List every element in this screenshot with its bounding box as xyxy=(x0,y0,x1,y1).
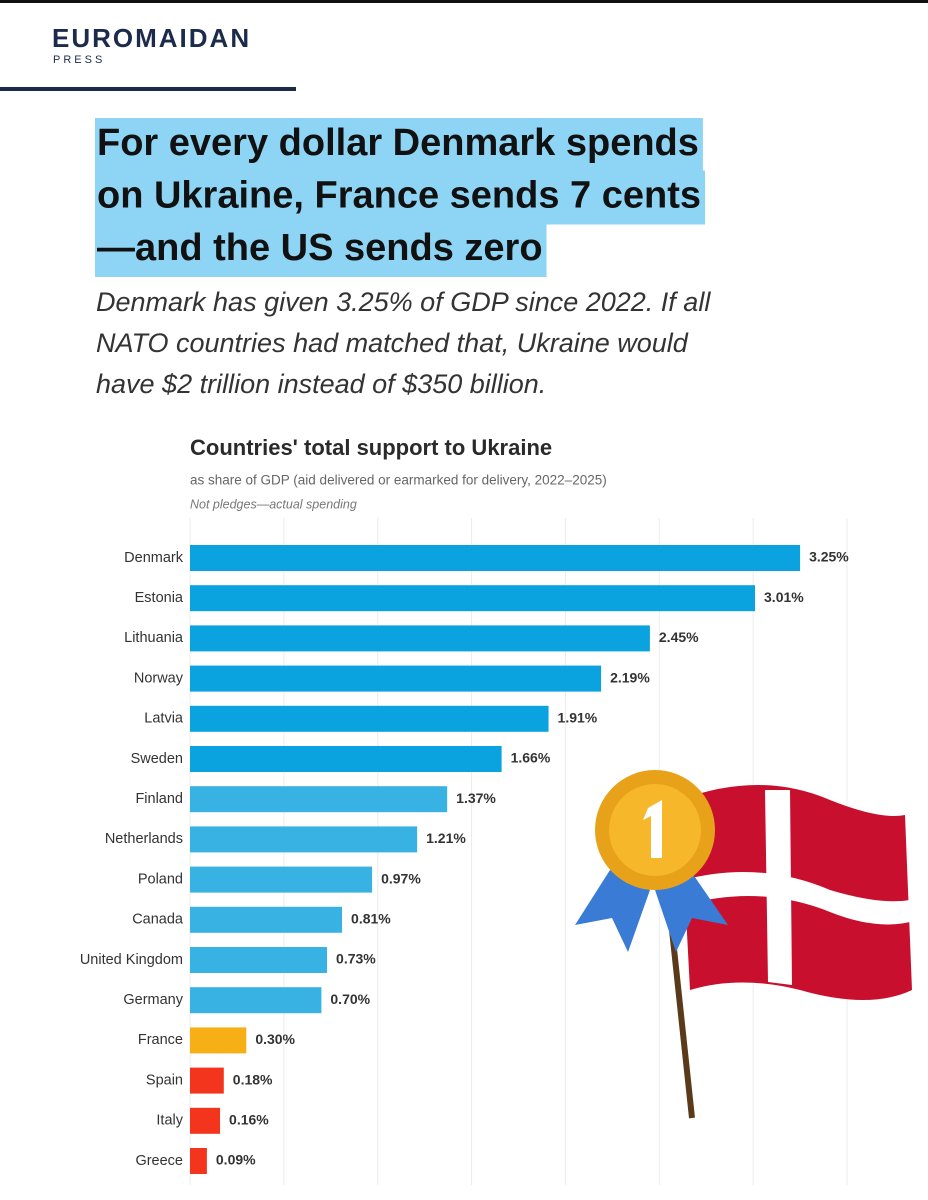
value-label: 0.09% xyxy=(216,1152,256,1168)
value-label: 2.45% xyxy=(659,629,699,645)
chart-note: Not pledges—actual spending xyxy=(190,497,357,511)
category-label: Finland xyxy=(135,791,183,807)
bar xyxy=(190,866,373,893)
headline-line: on Ukraine, France sends 7 cents xyxy=(97,175,701,217)
category-label: Denmark xyxy=(124,550,184,566)
category-label: Sweden xyxy=(131,751,183,767)
category-label: Poland xyxy=(138,871,183,887)
headline-highlight xyxy=(95,118,703,172)
bar xyxy=(190,1027,247,1054)
subheadline-line: NATO countries had matched that, Ukraine… xyxy=(96,328,689,358)
subheadline: Denmark has given 3.25% of GDP since 202… xyxy=(96,287,711,399)
value-label: 1.37% xyxy=(456,790,496,806)
category-label: United Kingdom xyxy=(80,952,183,968)
bar xyxy=(190,1067,224,1094)
brand: EUROMAIDAN xyxy=(52,23,251,53)
headline-highlight xyxy=(95,170,706,225)
flag-pole xyxy=(669,929,695,1119)
chart-subtitle: as share of GDP (aid delivered or earmar… xyxy=(190,473,607,488)
bar xyxy=(190,545,801,571)
bar xyxy=(190,625,650,652)
bar xyxy=(190,665,602,692)
category-label: Lithuania xyxy=(124,630,184,646)
value-label: 0.16% xyxy=(229,1112,269,1128)
bars: Denmark 3.25% Estonia 3.01% Lithuania 2.45% No… xyxy=(80,545,849,1174)
value-label: 1.21% xyxy=(426,830,466,846)
bar xyxy=(190,786,448,813)
ribbon-left xyxy=(575,870,650,952)
bar xyxy=(190,826,418,853)
medal-number xyxy=(643,800,662,858)
value-label: 0.70% xyxy=(330,991,370,1007)
bar xyxy=(190,1148,207,1174)
bar xyxy=(190,705,549,732)
category-label: Italy xyxy=(156,1113,183,1129)
bar xyxy=(190,585,756,612)
value-label: 1.66% xyxy=(511,750,551,766)
value-label: 0.30% xyxy=(255,1031,295,1047)
value-label: 3.25% xyxy=(809,549,849,565)
decoration xyxy=(575,770,912,1119)
subheadline-line: have $2 trillion instead of $350 billion… xyxy=(96,369,546,399)
category-label: Netherlands xyxy=(105,831,183,847)
category-label: Germany xyxy=(123,992,183,1008)
value-label: 0.73% xyxy=(336,951,376,967)
bar xyxy=(190,947,328,973)
brand-sub: PRESS xyxy=(53,54,105,66)
value-label: 1.91% xyxy=(558,710,598,726)
bar xyxy=(190,906,343,933)
category-label: Latvia xyxy=(144,711,184,727)
flag-cross-h xyxy=(683,872,910,925)
value-label: 0.97% xyxy=(381,870,421,886)
category-label: Canada xyxy=(132,912,184,928)
bar xyxy=(190,1107,221,1134)
value-label: 0.81% xyxy=(351,911,391,927)
headline-line: For every dollar Denmark spends xyxy=(97,122,699,164)
top-border xyxy=(0,0,928,3)
bar xyxy=(190,987,322,1014)
category-label: Norway xyxy=(134,670,184,686)
category-label: Estonia xyxy=(135,590,184,606)
ribbon-right xyxy=(655,870,728,952)
bar xyxy=(190,746,502,772)
brand-rule xyxy=(0,87,296,91)
headline: For every dollar Denmark spends on Ukrain… xyxy=(95,118,706,277)
category-label: France xyxy=(138,1032,183,1048)
chart-title: Countries' total support to Ukraine xyxy=(190,435,552,460)
value-label: 0.18% xyxy=(233,1071,273,1087)
headline-line: —and the US sends zero xyxy=(97,227,543,269)
value-label: 3.01% xyxy=(764,589,804,605)
value-label: 2.19% xyxy=(610,669,650,685)
headline-highlight xyxy=(95,223,547,277)
subheadline-line: Denmark has given 3.25% of GDP since 202… xyxy=(96,287,711,317)
category-label: Greece xyxy=(135,1153,183,1169)
category-label: Spain xyxy=(146,1072,183,1088)
